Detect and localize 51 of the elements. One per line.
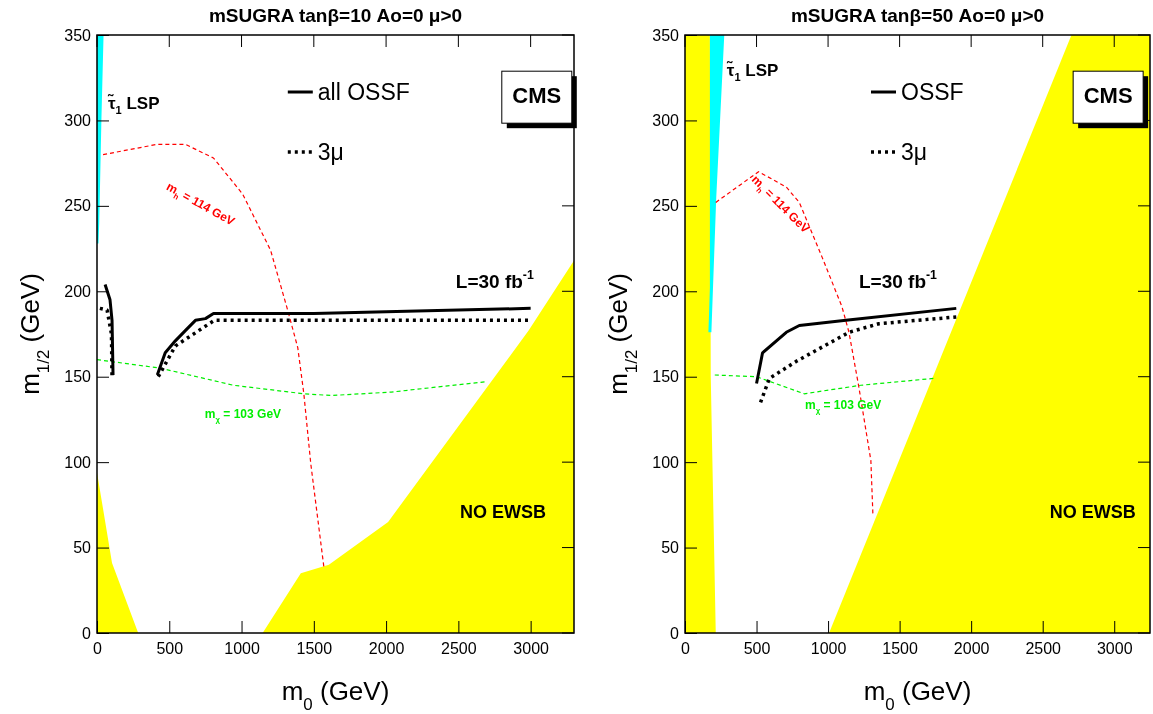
y-tick-label: 150: [652, 368, 680, 386]
annotation: CMS: [1083, 83, 1133, 108]
y-tick-label: 0: [82, 624, 92, 642]
line-series: [755, 306, 958, 386]
y-tick-label: 250: [64, 197, 92, 215]
y-tick-label: 100: [64, 453, 92, 471]
chart-title: mSUGRA tanβ=50 Ao=0 μ>0: [790, 5, 1045, 26]
y-tick-label: 300: [652, 112, 680, 130]
y-tick-label: 200: [652, 282, 680, 300]
x-axis-title: m$_{0}$ (GeV): [863, 676, 972, 714]
x-tick-label: 2500: [441, 640, 477, 658]
x-tick-label: 3000: [1096, 640, 1133, 658]
legend-label: 3μ: [901, 139, 928, 165]
y-tick-label: 200: [64, 282, 92, 300]
y-tick-label: 50: [73, 539, 92, 557]
line-series: [97, 359, 486, 397]
y-tick-label: 150: [64, 368, 92, 386]
annotation: τ̃$_{1}$ LSP: [107, 93, 160, 116]
y-tick-label: 100: [652, 453, 680, 471]
y-tick-label: 250: [652, 197, 680, 215]
x-tick-label: 1000: [224, 640, 260, 658]
chart-title: mSUGRA tanβ=10 Ao=0 μ>0: [208, 5, 463, 26]
legend-label: 3μ: [317, 139, 344, 165]
y-tick-label: 350: [652, 26, 680, 44]
y-tick-label: 0: [670, 624, 680, 642]
y-tick-label: 50: [661, 539, 680, 557]
x-axis-title: m$_{0}$ (GeV): [281, 676, 390, 714]
x-tick-label: 1500: [296, 640, 333, 658]
legend-label: all OSSF: [317, 79, 410, 105]
x-tick-label: 500: [743, 640, 771, 658]
legend-label: OSSF: [901, 79, 964, 105]
x-tick-label: 2500: [1025, 640, 1062, 658]
annotation: L=30 fb$^{-1}$: [455, 268, 534, 293]
annotation: m$_{χ}$ = 103 GeV: [204, 406, 282, 424]
x-tick-label: 500: [156, 640, 184, 658]
x-tick-label: 0: [681, 640, 691, 658]
x-tick-label: 0: [93, 640, 103, 658]
line-series: [714, 374, 934, 395]
annotation: τ̃$_{1}$ LSP: [726, 60, 779, 83]
annotation: NO EWSB: [1049, 501, 1136, 522]
x-tick-label: 3000: [513, 640, 550, 658]
x-tick-label: 2000: [953, 640, 990, 658]
annotation: m$_{χ}$ = 103 GeV: [804, 397, 882, 415]
y-tick-label: 350: [64, 26, 92, 44]
x-tick-label: 1500: [882, 640, 919, 658]
annotation: CMS: [512, 83, 562, 108]
annotation: NO EWSB: [459, 501, 546, 522]
x-tick-label: 1000: [810, 640, 847, 658]
y-tick-label: 300: [64, 112, 92, 130]
x-tick-label: 2000: [368, 640, 405, 658]
annotation: L=30 fb$^{-1}$: [858, 268, 938, 293]
